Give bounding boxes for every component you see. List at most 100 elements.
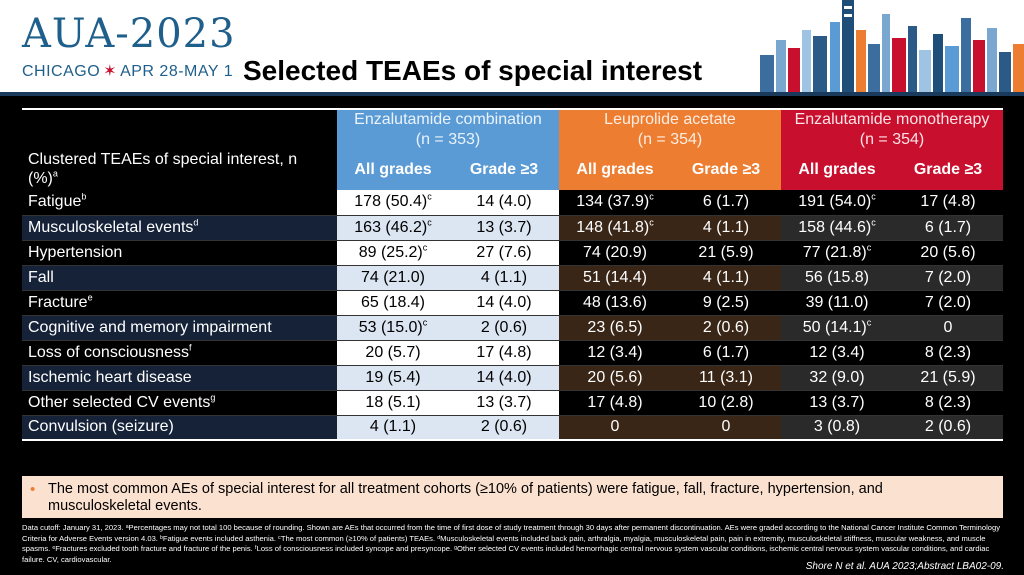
- table-cell: 20 (5.6): [559, 365, 671, 391]
- table-cell: 14 (4.0): [449, 365, 559, 391]
- row-label: Fracturee: [22, 290, 337, 316]
- table-cell: 13 (3.7): [781, 390, 893, 416]
- table-cell: 191 (54.0)c: [781, 190, 893, 216]
- table-cell: 20 (5.6): [893, 240, 1003, 266]
- table-subheader-row: All grades Grade ≥3 All grades Grade ≥3 …: [22, 150, 1003, 190]
- table-cell: 148 (41.8)c: [559, 215, 671, 241]
- table-cell: 17 (4.8): [449, 340, 559, 366]
- table-row: Musculoskeletal eventsd 163 (46.2)c 13 (3.…: [22, 215, 1003, 241]
- table-row: Fall 74 (21.0) 4 (1.1) 51 (14.4) 4 (1.1) 56 (…: [22, 265, 1003, 291]
- table-cell: 6 (1.7): [671, 190, 781, 216]
- table-cell: 163 (46.2)c: [337, 215, 449, 241]
- table-cell: 2 (0.6): [893, 415, 1003, 441]
- row-label: Loss of consciousnessf: [22, 340, 337, 366]
- table-row: Ischemic heart disease 19 (5.4) 14 (4.0) 20…: [22, 365, 1003, 391]
- table-cell: 10 (2.8): [671, 390, 781, 416]
- logo-city: CHICAGO: [22, 63, 101, 80]
- corner-header: Clustered TEAEs of special interest, n (…: [22, 110, 337, 190]
- slide-title: Selected TEAEs of special interest: [243, 55, 703, 86]
- table-cell: 65 (18.4): [337, 290, 449, 316]
- aua-logo-sub: CHICAGO ✶ APR 28-MAY 1: [22, 62, 233, 82]
- table-cell: 12 (3.4): [559, 340, 671, 366]
- table-cell: 53 (15.0)c: [337, 315, 449, 341]
- footnote: Data cutoff: January 31, 2023. ᵃPercenta…: [22, 523, 1001, 564]
- table-cell: 74 (21.0): [337, 265, 449, 291]
- table-cell: 19 (5.4): [337, 365, 449, 391]
- table-cell: 51 (14.4): [559, 265, 671, 291]
- table-cell: 13 (3.7): [449, 215, 559, 241]
- table-cell: 4 (1.1): [449, 265, 559, 291]
- table-row: Cognitive and memory impairment 53 (15.0)…: [22, 315, 1003, 341]
- table-cell: 134 (37.9)c: [559, 190, 671, 216]
- table-cell: 9 (2.5): [671, 290, 781, 316]
- subheader-cell: Grade ≥3: [893, 150, 1003, 190]
- table-cell: 0: [559, 415, 671, 441]
- table-cell: 39 (11.0): [781, 290, 893, 316]
- table-cell: 3 (0.8): [781, 415, 893, 441]
- slide-header: AUA-2023 CHICAGO ✶ APR 28-MAY 1 Selected T…: [0, 0, 1024, 96]
- table-cell: 0: [893, 315, 1003, 341]
- table-cell: 18 (5.1): [337, 390, 449, 416]
- table-cell: 4 (1.1): [337, 415, 449, 441]
- table-cell: 12 (3.4): [781, 340, 893, 366]
- table-cell: 48 (13.6): [559, 290, 671, 316]
- table-cell: 50 (14.1)c: [781, 315, 893, 341]
- subheader-cell: All grades: [337, 150, 449, 190]
- table-cell: 20 (5.7): [337, 340, 449, 366]
- table-row: Fracturee 65 (18.4) 14 (4.0) 48 (13.6) 9 (2.…: [22, 290, 1003, 316]
- table-cell: 32 (9.0): [781, 365, 893, 391]
- table-row: Fatigueb 178 (50.4)c 14 (4.0) 134 (37.9)c 6 …: [22, 190, 1003, 216]
- table-cell: 0: [671, 415, 781, 441]
- group-header-enzalutamide-combination: Enzalutamide combination (n = 353): [337, 110, 559, 150]
- table-cell: 21 (5.9): [671, 240, 781, 266]
- table-cell: 7 (2.0): [893, 290, 1003, 316]
- bullet-icon: •: [30, 481, 36, 498]
- row-label: Other selected CV eventsg: [22, 390, 337, 416]
- citation: Shore N et al. AUA 2023;Abstract LBA02-0…: [805, 561, 1004, 572]
- table-cell: 89 (25.2)c: [337, 240, 449, 266]
- row-label: Musculoskeletal eventsd: [22, 215, 337, 241]
- teae-table: Clustered TEAEs of special interest, n (…: [22, 108, 1003, 441]
- table-row: Loss of consciousnessf 20 (5.7) 17 (4.8) 12…: [22, 340, 1003, 366]
- table-cell: 6 (1.7): [671, 340, 781, 366]
- key-finding-text: The most common AEs of special interest …: [48, 481, 883, 514]
- logo-dates: APR 28-MAY 1: [120, 63, 234, 80]
- row-label: Fatigueb: [22, 190, 337, 216]
- subheader-cell: Grade ≥3: [449, 150, 559, 190]
- row-label: Fall: [22, 265, 337, 291]
- table-cell: 14 (4.0): [449, 290, 559, 316]
- table-body: Fatigueb 178 (50.4)c 14 (4.0) 134 (37.9)c 6 …: [22, 190, 1003, 441]
- table-cell: 17 (4.8): [893, 190, 1003, 216]
- table-cell: 11 (3.1): [671, 365, 781, 391]
- table-cell: 2 (0.6): [671, 315, 781, 341]
- table-cell: 6 (1.7): [893, 215, 1003, 241]
- table-cell: 8 (2.3): [893, 340, 1003, 366]
- table-cell: 4 (1.1): [671, 215, 781, 241]
- table-cell: 27 (7.6): [449, 240, 559, 266]
- row-label: Ischemic heart disease: [22, 365, 337, 391]
- table-cell: 23 (6.5): [559, 315, 671, 341]
- table-cell: 14 (4.0): [449, 190, 559, 216]
- table-cell: 13 (3.7): [449, 390, 559, 416]
- table-cell: 77 (21.8)c: [781, 240, 893, 266]
- table-cell: 21 (5.9): [893, 365, 1003, 391]
- teae-table-container: Clustered TEAEs of special interest, n (…: [22, 108, 1003, 441]
- key-finding-note: • The most common AEs of special interes…: [22, 476, 1003, 518]
- subheader-cell: Grade ≥3: [671, 150, 781, 190]
- header-divider: [0, 92, 1024, 96]
- table-cell: 56 (15.8): [781, 265, 893, 291]
- group-header-leuprolide-acetate: Leuprolide acetate (n = 354): [559, 110, 781, 150]
- table-cell: 2 (0.6): [449, 315, 559, 341]
- subheader-cell: All grades: [781, 150, 893, 190]
- subheader-cell: All grades: [559, 150, 671, 190]
- table-cell: 8 (2.3): [893, 390, 1003, 416]
- chicago-skyline-icon: [760, 0, 1024, 92]
- table-row: Convulsion (seizure) 4 (1.1) 2 (0.6) 0 0 3 (0…: [22, 415, 1003, 441]
- group-header-enzalutamide-monotherapy: Enzalutamide monotherapy (n = 354): [781, 110, 1003, 150]
- row-label: Convulsion (seizure): [22, 415, 337, 441]
- row-label: Cognitive and memory impairment: [22, 315, 337, 341]
- logo-star-icon: ✶: [103, 63, 118, 80]
- table-cell: 74 (20.9): [559, 240, 671, 266]
- table-cell: 178 (50.4)c: [337, 190, 449, 216]
- aua-logo-main: AUA-2023: [22, 11, 236, 57]
